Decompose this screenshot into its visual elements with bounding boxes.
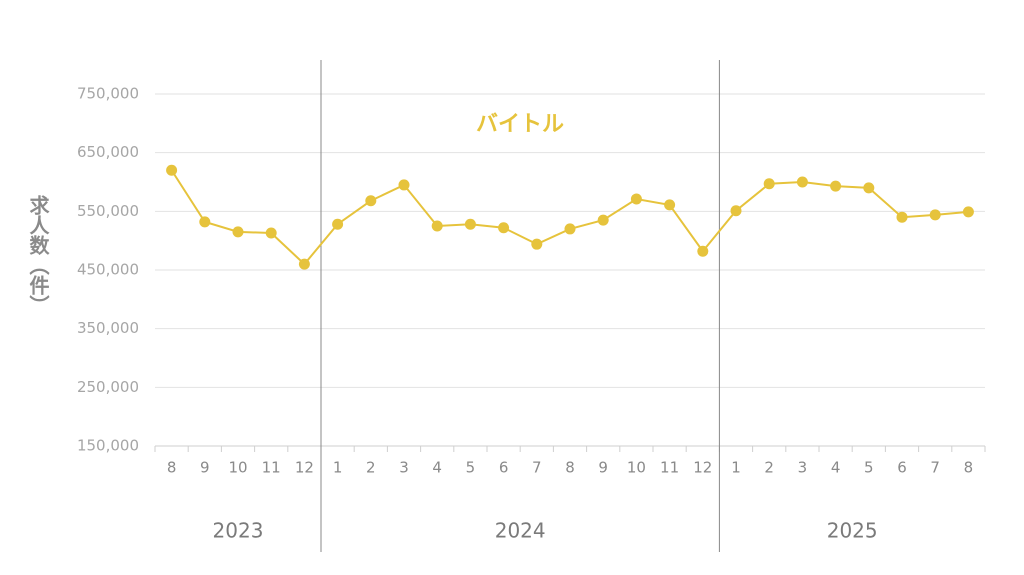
point [464, 218, 476, 230]
x-tick-label: 7 [930, 459, 940, 477]
x-tick-label: 1 [333, 459, 343, 477]
point [564, 223, 576, 235]
point [166, 164, 178, 176]
x-tick-label: 8 [565, 459, 575, 477]
point [929, 209, 941, 221]
x-tick-label: 11 [660, 459, 679, 477]
x-tick-label: 8 [964, 459, 974, 477]
x-tick-label: 3 [798, 459, 808, 477]
y-tick-label: 750,000 [77, 85, 139, 103]
point [298, 258, 310, 270]
point [332, 218, 344, 230]
point [630, 193, 642, 205]
y-tick-label: 550,000 [77, 202, 139, 220]
x-tick-label: 5 [466, 459, 476, 477]
y-tick-label: 450,000 [77, 261, 139, 279]
x-tick-label: 1 [731, 459, 741, 477]
y-tick-label: 150,000 [77, 437, 139, 455]
year-label: 2023 [213, 519, 264, 543]
line [170, 169, 969, 266]
x-tick-label: 5 [864, 459, 874, 477]
x-tick-label: 7 [532, 459, 542, 477]
point [232, 226, 244, 238]
x-tick-label: 4 [831, 459, 841, 477]
year-label: 2024 [495, 519, 546, 543]
point [365, 195, 377, 207]
point [763, 178, 775, 190]
chart-title: バイトル [476, 112, 564, 137]
x-tick-label: 2 [764, 459, 774, 477]
point [265, 227, 277, 239]
point [830, 180, 842, 192]
x-tick-label: 3 [399, 459, 409, 477]
y-tick-label: 350,000 [77, 319, 139, 337]
x-tick-label: 9 [598, 459, 608, 477]
x-tick-label: 2 [366, 459, 376, 477]
point [199, 216, 211, 228]
x-tick-label: 10 [627, 459, 646, 477]
x-tick-label: 8 [167, 459, 177, 477]
x-tick-label: 11 [262, 459, 281, 477]
y-axis-label: 求人数（件） [26, 195, 50, 315]
year-label: 2025 [827, 519, 878, 543]
x-tick-label: 12 [693, 459, 712, 477]
y-tick-label: 250,000 [77, 378, 139, 396]
x-tick-label: 4 [432, 459, 442, 477]
point [863, 182, 875, 194]
point [796, 176, 808, 188]
x-tick-label: 6 [897, 459, 907, 477]
point [398, 179, 410, 191]
point [730, 205, 742, 217]
point [896, 211, 908, 223]
point [962, 206, 974, 218]
point [597, 214, 609, 226]
point [431, 220, 443, 232]
point [664, 199, 676, 211]
point [697, 245, 709, 257]
point [498, 222, 510, 234]
x-tick-label: 9 [200, 459, 210, 477]
x-tick-label: 12 [295, 459, 314, 477]
x-tick-label: 6 [499, 459, 509, 477]
point [531, 238, 543, 250]
x-tick-label: 10 [228, 459, 247, 477]
y-tick-label: 650,000 [77, 143, 139, 161]
